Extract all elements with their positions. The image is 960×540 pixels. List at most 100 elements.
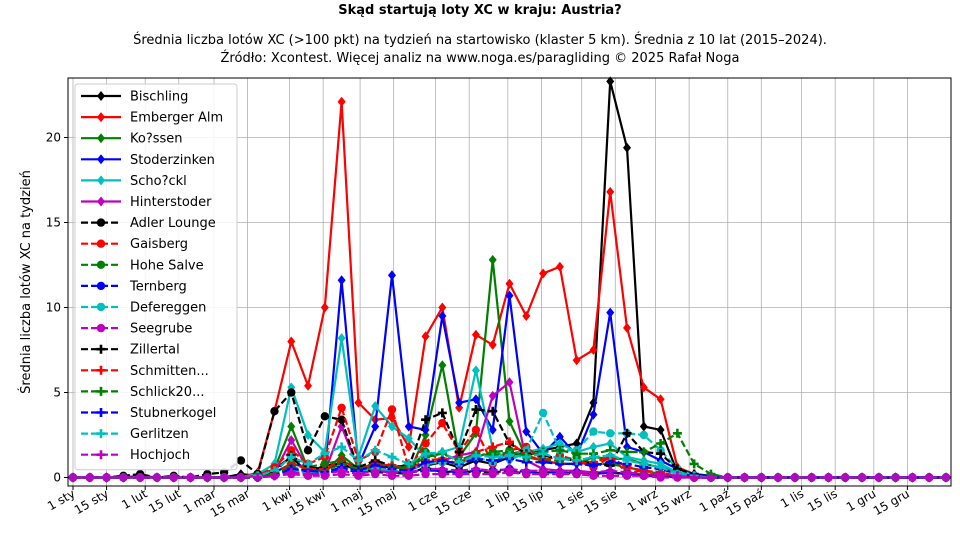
series-line: [73, 467, 946, 479]
legend-marker: [96, 239, 106, 248]
data-point: [236, 473, 246, 482]
legend-label: Zillertal: [130, 343, 180, 358]
legend-label: Hinterstoder: [130, 195, 212, 210]
legend-marker: [96, 344, 106, 354]
data-point: [287, 421, 296, 432]
data-point: [555, 466, 565, 476]
data-point: [723, 473, 733, 482]
data-point: [404, 421, 413, 432]
data-point: [639, 447, 649, 457]
data-point: [639, 430, 649, 440]
legend-marker: [96, 218, 106, 227]
data-point: [605, 450, 615, 460]
data-point: [555, 431, 564, 442]
data-point: [303, 469, 313, 479]
data-point: [572, 467, 582, 477]
legend-entry: Emberger Alm: [81, 111, 223, 126]
data-point: [304, 380, 313, 391]
legend-label: Emberger Alm: [130, 111, 223, 126]
data-point: [623, 322, 632, 333]
data-point: [555, 454, 565, 464]
data-point: [387, 452, 397, 462]
data-point: [102, 473, 112, 482]
data-point: [454, 457, 464, 467]
data-point: [606, 471, 615, 480]
data-point: [371, 421, 380, 432]
data-point: [656, 469, 666, 479]
data-point: [370, 466, 380, 476]
data-point: [337, 403, 346, 412]
data-point: [303, 459, 313, 469]
legend-marker: [97, 112, 105, 123]
data-point: [538, 466, 548, 476]
legend-label: Gerlitzen: [130, 427, 189, 442]
data-point: [857, 473, 867, 482]
x-tick-label: 1 lis: [778, 486, 806, 510]
legend-entry: Defereggen: [81, 301, 206, 316]
data-point: [672, 428, 682, 438]
data-point: [421, 430, 430, 440]
data-point: [522, 311, 531, 321]
data-point: [622, 456, 632, 465]
data-point: [555, 438, 564, 449]
legend-label: Adler Lounge: [130, 216, 216, 231]
data-point: [438, 311, 447, 321]
x-tick-label: 15 gru: [871, 486, 912, 518]
data-point: [588, 452, 598, 462]
y-tick-label: 0: [53, 471, 61, 485]
data-point: [438, 469, 447, 479]
data-point: [337, 415, 346, 424]
data-point: [269, 471, 279, 481]
data-point: [438, 418, 447, 428]
y-tick-label: 5: [53, 386, 61, 400]
data-point: [639, 469, 649, 479]
legend-marker: [96, 408, 106, 417]
legend-marker: [96, 386, 106, 396]
data-point: [555, 261, 564, 272]
data-point: [118, 473, 128, 482]
data-point: [387, 467, 397, 477]
x-tick-label: 1 lip: [483, 486, 512, 511]
legend-label: Defereggen: [130, 301, 206, 316]
x-tick-label: 15 paź: [724, 486, 766, 518]
data-point: [538, 457, 548, 467]
legend-entry: Adler Lounge: [81, 216, 216, 231]
chart-subtitle-line-1: Średnia liczba lotów XC (>100 pkt) na ty…: [133, 33, 827, 48]
data-point: [589, 441, 598, 452]
y-axis-label: Średnia liczba lotów XC na tydzień: [18, 170, 34, 394]
legend-marker: [97, 154, 105, 165]
data-point: [488, 406, 498, 416]
data-point: [538, 449, 548, 459]
data-point: [488, 466, 498, 476]
data-point: [471, 450, 481, 460]
data-point: [404, 467, 414, 477]
legend-entry: Stoderzinken: [81, 153, 215, 168]
plot-frame: [67, 77, 952, 487]
data-point: [891, 473, 901, 482]
data-point: [152, 473, 162, 482]
data-point: [303, 446, 313, 455]
data-point: [421, 415, 431, 425]
data-point: [438, 360, 447, 371]
data-point: [807, 473, 817, 482]
data-point: [437, 408, 447, 418]
legend-entry: Gaisberg: [81, 237, 188, 252]
data-point: [488, 339, 497, 350]
legend-marker: [97, 133, 105, 144]
data-point: [656, 439, 666, 448]
data-point: [454, 447, 464, 457]
data-point: [505, 416, 514, 427]
data-point: [773, 473, 783, 482]
data-point: [521, 452, 531, 462]
legend-entry: Seegrube: [81, 322, 192, 337]
data-point: [320, 449, 330, 459]
data-point: [270, 407, 279, 416]
x-tick-label: 15 mar: [208, 486, 252, 520]
x-tick-label: 15 sty: [72, 486, 111, 517]
legend-entry: Gerlitzen: [81, 427, 189, 442]
data-point: [287, 446, 296, 455]
data-point: [471, 394, 480, 405]
legend-marker: [96, 281, 106, 291]
